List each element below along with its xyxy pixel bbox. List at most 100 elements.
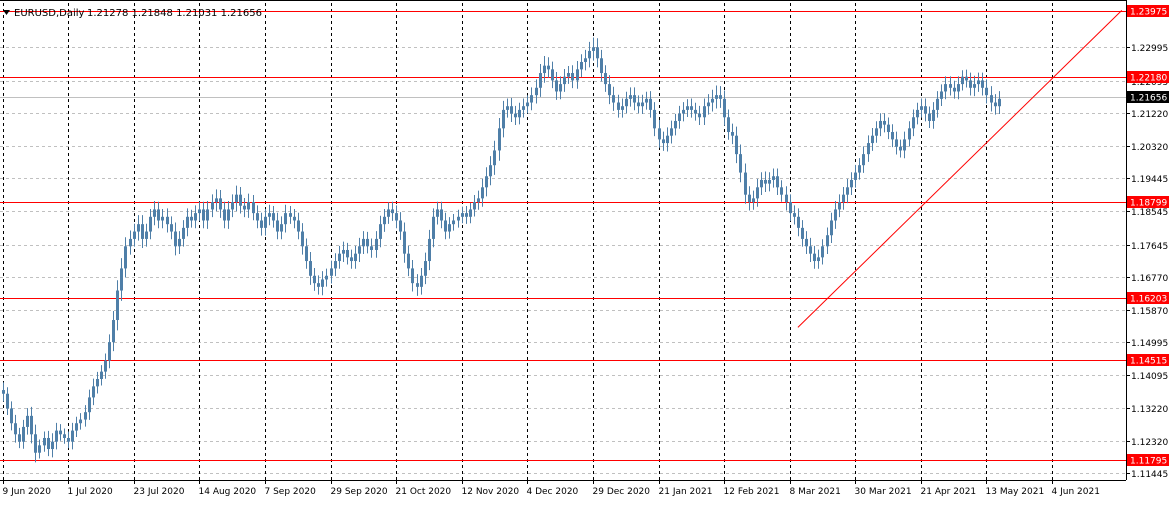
- candle-body: [428, 238, 431, 262]
- candle-body: [231, 202, 234, 210]
- collapse-triangle-icon[interactable]: [3, 10, 10, 15]
- candle: [920, 98, 923, 118]
- candle-body: [375, 238, 378, 250]
- candle: [231, 194, 234, 218]
- candle-body: [71, 430, 74, 442]
- candle-body: [26, 415, 29, 427]
- candle: [817, 249, 820, 269]
- candle-body: [276, 220, 279, 232]
- candle: [38, 439, 41, 459]
- candle: [805, 231, 808, 255]
- level-price-badge: 1.14515: [1127, 354, 1169, 367]
- candle-body: [157, 209, 160, 221]
- candle-body: [559, 84, 562, 92]
- candle-body: [842, 194, 845, 203]
- candle-body: [994, 102, 997, 107]
- trendline[interactable]: [797, 10, 1123, 328]
- candle-body: [342, 249, 345, 254]
- candle-body: [715, 95, 718, 99]
- candle-body: [981, 80, 984, 88]
- candle: [465, 206, 468, 224]
- candle-body: [604, 73, 607, 85]
- candle: [411, 260, 414, 292]
- candle: [703, 98, 706, 126]
- candle: [485, 167, 488, 197]
- candle-body: [321, 279, 324, 287]
- candle-body: [957, 84, 960, 92]
- level-price-badge: 1.11795: [1127, 454, 1169, 467]
- candle-body: [383, 216, 386, 225]
- candle: [71, 422, 74, 450]
- candle: [916, 102, 919, 125]
- candle-body: [678, 113, 681, 121]
- candle: [120, 258, 123, 301]
- candle: [375, 231, 378, 258]
- candle: [473, 194, 476, 217]
- candle: [305, 238, 308, 269]
- candle-body: [977, 80, 980, 85]
- candle-body: [289, 213, 292, 217]
- price-tick-label: 1.20320: [1131, 143, 1168, 153]
- candle: [961, 70, 964, 91]
- candle: [813, 245, 816, 269]
- candle-body: [96, 378, 99, 387]
- candle-body: [785, 194, 788, 203]
- candle: [645, 91, 648, 110]
- candle: [432, 208, 435, 248]
- candle: [309, 252, 312, 285]
- candle-body: [711, 98, 714, 103]
- candle-body: [416, 283, 419, 287]
- trendline-layer[interactable]: [797, 10, 1123, 328]
- candle-body: [588, 50, 591, 59]
- candle: [768, 172, 771, 192]
- level-badge-text: 1.11795: [1130, 457, 1167, 467]
- candle: [682, 102, 685, 122]
- candle: [379, 215, 382, 248]
- candle: [756, 178, 759, 207]
- candle-body: [485, 176, 488, 188]
- candle: [51, 433, 54, 458]
- candle-body: [124, 246, 127, 269]
- candle-body: [817, 257, 820, 262]
- candle: [694, 102, 697, 121]
- candle-body: [268, 213, 271, 217]
- candle-body: [473, 202, 476, 210]
- candle-body: [297, 220, 300, 232]
- candle-body: [735, 135, 738, 155]
- candle-body: [223, 209, 226, 221]
- candle: [539, 64, 542, 97]
- candle-body: [731, 132, 734, 136]
- level-price-badge: 1.16203: [1127, 292, 1169, 305]
- candle-body: [514, 113, 517, 118]
- candle: [30, 406, 33, 444]
- candle-body: [55, 430, 58, 442]
- candle: [100, 365, 103, 386]
- ohlc-values: 1.21278 1.21848 1.21031 1.21656: [87, 8, 262, 19]
- candle-body: [161, 216, 164, 221]
- candle: [243, 198, 246, 218]
- candle-body: [637, 102, 640, 107]
- candle-body: [805, 238, 808, 247]
- candle: [969, 72, 972, 96]
- candle: [723, 90, 726, 126]
- candle: [297, 212, 300, 240]
- candle: [256, 205, 259, 229]
- candle: [194, 205, 197, 229]
- candle: [149, 209, 152, 240]
- candle: [161, 209, 164, 229]
- candle-body: [63, 434, 66, 438]
- level-badge-bg: [1127, 454, 1169, 466]
- candle-body: [727, 117, 730, 133]
- candle: [887, 117, 890, 140]
- candle: [862, 146, 865, 173]
- current-price-badge: 1.21656: [1127, 91, 1169, 104]
- candle: [985, 79, 988, 104]
- candle: [325, 268, 328, 287]
- candle: [932, 102, 935, 129]
- candle: [387, 202, 390, 224]
- candle: [567, 65, 570, 84]
- candle-body: [739, 154, 742, 173]
